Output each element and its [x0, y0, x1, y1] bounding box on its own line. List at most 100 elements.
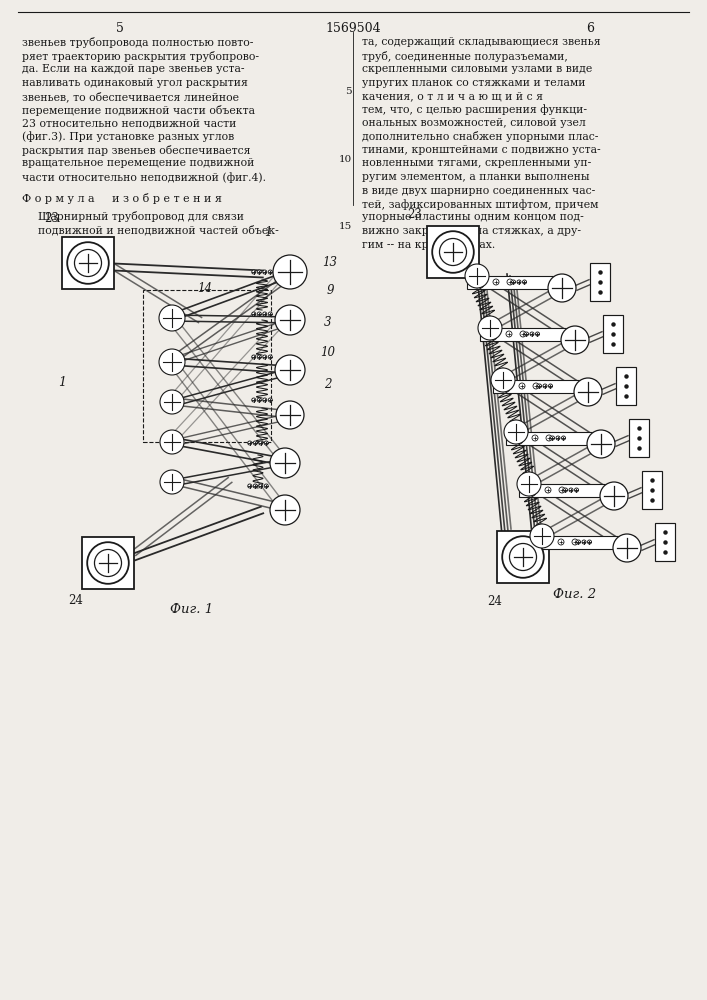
Text: гим -- на кронштейнах.: гим -- на кронштейнах. — [362, 239, 495, 249]
Circle shape — [517, 472, 541, 496]
Circle shape — [510, 543, 537, 571]
Circle shape — [561, 436, 566, 440]
Circle shape — [491, 368, 515, 392]
Text: та, содержащий складывающиеся звенья: та, содержащий складывающиеся звенья — [362, 37, 601, 47]
Bar — [642, 471, 662, 509]
Circle shape — [273, 255, 307, 289]
Text: Шарнирный трубопровод для связи: Шарнирный трубопровод для связи — [38, 212, 244, 223]
Text: 13: 13 — [322, 255, 337, 268]
Text: в виде двух шарнирно соединенных час-: в виде двух шарнирно соединенных час- — [362, 186, 595, 196]
Text: 23 относительно неподвижной части: 23 относительно неподвижной части — [22, 118, 236, 128]
Text: да. Если на каждой паре звеньев уста-: да. Если на каждой паре звеньев уста- — [22, 64, 245, 74]
Circle shape — [263, 398, 267, 402]
Circle shape — [159, 305, 185, 331]
Text: тей, зафиксированных штифтом, причем: тей, зафиксированных штифтом, причем — [362, 199, 599, 210]
Text: 10: 10 — [339, 154, 352, 163]
Text: звеньев трубопровода полностью повто-: звеньев трубопровода полностью повто- — [22, 37, 253, 48]
Circle shape — [556, 436, 560, 440]
Circle shape — [259, 441, 263, 445]
Circle shape — [613, 534, 641, 562]
Circle shape — [506, 331, 512, 337]
Circle shape — [160, 470, 184, 494]
Circle shape — [505, 383, 511, 389]
Circle shape — [549, 384, 552, 388]
Circle shape — [247, 484, 252, 488]
Bar — [62, 237, 114, 289]
Circle shape — [440, 238, 467, 266]
Circle shape — [551, 436, 554, 440]
Text: 1: 1 — [58, 376, 66, 389]
Text: раскрытия пар звеньев обеспечивается: раскрытия пар звеньев обеспечивается — [22, 145, 250, 156]
Text: 6: 6 — [586, 22, 594, 35]
Text: (фиг.3). При установке разных углов: (фиг.3). При установке разных углов — [22, 131, 234, 142]
Bar — [82, 537, 134, 589]
Circle shape — [268, 398, 272, 402]
Text: скрепленными силовыми узлами в виде: скрепленными силовыми узлами в виде — [362, 64, 592, 74]
Circle shape — [569, 488, 573, 492]
Text: Ф о р м у л а     и з о б р е т е н и я: Ф о р м у л а и з о б р е т е н и я — [22, 194, 222, 205]
Circle shape — [558, 539, 564, 545]
Text: 1: 1 — [264, 226, 271, 238]
Text: 1569504: 1569504 — [325, 22, 381, 35]
Circle shape — [588, 540, 592, 544]
Circle shape — [531, 487, 537, 493]
Circle shape — [252, 270, 256, 274]
Circle shape — [530, 332, 534, 336]
Text: ряет траекторию раскрытия трубопрово-: ряет траекторию раскрытия трубопрово- — [22, 50, 259, 62]
Bar — [493, 379, 597, 392]
Circle shape — [587, 430, 615, 458]
Text: вижно закреплены на стяжках, а дру-: вижно закреплены на стяжках, а дру- — [362, 226, 581, 236]
Circle shape — [160, 430, 184, 454]
Circle shape — [270, 448, 300, 478]
Text: труб, соединенные полуразъемами,: труб, соединенные полуразъемами, — [362, 50, 568, 62]
Circle shape — [259, 484, 263, 488]
Circle shape — [530, 524, 554, 548]
Circle shape — [544, 539, 550, 545]
Circle shape — [67, 242, 109, 284]
Text: 24: 24 — [68, 594, 83, 607]
Text: качения, о т л и ч а ю щ и й с я: качения, о т л и ч а ю щ и й с я — [362, 91, 543, 101]
Circle shape — [465, 264, 489, 288]
Bar — [427, 226, 479, 278]
Circle shape — [600, 482, 628, 510]
Circle shape — [545, 487, 551, 493]
Text: тем, что, с целью расширения функци-: тем, что, с целью расширения функци- — [362, 104, 587, 115]
Text: части относительно неподвижной (фиг.4).: части относительно неподвижной (фиг.4). — [22, 172, 266, 183]
Circle shape — [257, 270, 262, 274]
Circle shape — [519, 383, 525, 389]
Circle shape — [533, 383, 539, 389]
Bar — [603, 315, 623, 353]
Circle shape — [548, 274, 576, 302]
Circle shape — [252, 355, 256, 359]
Circle shape — [511, 280, 515, 284]
Circle shape — [518, 435, 524, 441]
Bar — [497, 531, 549, 583]
Circle shape — [576, 540, 580, 544]
Circle shape — [532, 435, 538, 441]
Text: перемещение подвижной части объекта: перемещение подвижной части объекта — [22, 104, 255, 115]
Circle shape — [253, 441, 257, 445]
Text: Фиг. 1: Фиг. 1 — [170, 603, 214, 616]
Circle shape — [264, 484, 268, 488]
Circle shape — [268, 270, 272, 274]
Circle shape — [537, 384, 542, 388]
Text: 14: 14 — [197, 282, 213, 294]
Circle shape — [257, 398, 262, 402]
Bar — [143, 290, 271, 442]
Text: звеньев, то обеспечивается линейное: звеньев, то обеспечивается линейное — [22, 91, 239, 102]
Bar — [467, 275, 571, 288]
Circle shape — [252, 312, 256, 316]
Circle shape — [74, 249, 102, 277]
Bar — [532, 536, 636, 548]
Circle shape — [275, 305, 305, 335]
Text: 3: 3 — [325, 316, 332, 328]
Circle shape — [507, 279, 513, 285]
Circle shape — [270, 495, 300, 525]
Circle shape — [478, 316, 502, 340]
Circle shape — [257, 355, 262, 359]
Bar — [520, 484, 622, 496]
Text: 23: 23 — [44, 212, 59, 225]
Circle shape — [504, 420, 528, 444]
Circle shape — [572, 539, 578, 545]
Circle shape — [535, 332, 539, 336]
